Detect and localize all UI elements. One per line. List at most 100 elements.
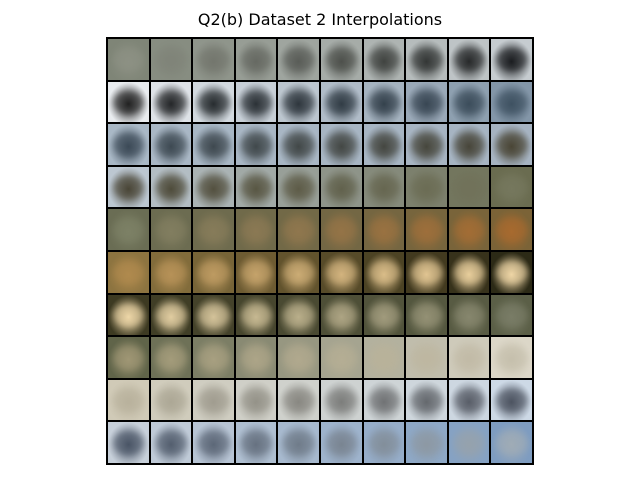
- interpolation-tile: [406, 379, 447, 421]
- tile-subject-blob: [454, 47, 485, 72]
- interpolation-tile: [108, 166, 149, 208]
- tile-subject-blob: [327, 346, 357, 370]
- interpolation-tile: [278, 166, 319, 208]
- tile-subject-blob: [199, 47, 229, 72]
- tile-subject-blob: [241, 260, 272, 285]
- tile-subject-blob: [114, 218, 144, 242]
- interpolation-tile: [150, 422, 192, 463]
- tile-subject-blob: [156, 346, 186, 370]
- tile-subject-blob: [497, 175, 527, 200]
- interpolation-tile: [150, 166, 192, 208]
- interpolation-tile: [320, 251, 362, 293]
- interpolation-tile: [363, 337, 405, 378]
- interpolation-tile: [108, 81, 149, 123]
- interpolation-tile: [448, 251, 490, 293]
- tile-subject-blob: [454, 133, 485, 157]
- tile-subject-blob: [114, 260, 144, 285]
- tile-subject-blob: [241, 133, 272, 157]
- interpolation-tile: [448, 39, 490, 80]
- interpolation-tile: [320, 337, 362, 378]
- tile-subject-blob: [412, 133, 442, 157]
- interpolation-tile: [193, 294, 234, 336]
- interpolation-tile: [363, 422, 405, 463]
- interpolation-tile: [320, 422, 362, 463]
- interpolation-tile: [363, 251, 405, 293]
- tile-subject-blob: [284, 346, 314, 370]
- interpolation-tile: [491, 294, 532, 336]
- interpolation-tile: [448, 166, 490, 208]
- tile-subject-blob: [412, 346, 442, 370]
- interpolation-tile: [150, 39, 192, 80]
- tile-subject-blob: [241, 388, 272, 413]
- interpolation-tile: [363, 39, 405, 80]
- tile-subject-blob: [241, 431, 272, 455]
- interpolation-tile: [235, 39, 277, 80]
- interpolation-tile: [150, 124, 192, 165]
- interpolation-tile: [491, 39, 532, 80]
- tile-subject-blob: [412, 431, 442, 455]
- interpolation-tile: [363, 209, 405, 250]
- interpolation-tile: [448, 209, 490, 250]
- interpolation-tile: [448, 294, 490, 336]
- tile-subject-blob: [369, 431, 399, 455]
- interpolation-tile: [235, 422, 277, 463]
- interpolation-tile: [406, 39, 447, 80]
- tile-subject-blob: [412, 388, 442, 413]
- interpolation-tile: [363, 166, 405, 208]
- tile-subject-blob: [369, 175, 399, 200]
- tile-subject-blob: [199, 175, 229, 200]
- tile-subject-blob: [284, 90, 314, 115]
- tile-subject-blob: [241, 47, 272, 72]
- interpolation-tile: [406, 209, 447, 250]
- tile-subject-blob: [114, 303, 144, 328]
- tile-subject-blob: [199, 133, 229, 157]
- tile-subject-blob: [327, 218, 357, 242]
- tile-subject-blob: [412, 260, 442, 285]
- interpolation-tile: [491, 422, 532, 463]
- tile-subject-blob: [199, 218, 229, 242]
- tile-subject-blob: [369, 303, 399, 328]
- tile-subject-blob: [497, 260, 527, 285]
- tile-subject-blob: [412, 47, 442, 72]
- interpolation-tile: [108, 209, 149, 250]
- tile-subject-blob: [114, 47, 144, 72]
- interpolation-tile: [193, 422, 234, 463]
- interpolation-tile: [491, 379, 532, 421]
- interpolation-tile: [448, 337, 490, 378]
- interpolation-tile: [193, 39, 234, 80]
- interpolation-tile: [150, 81, 192, 123]
- tile-subject-blob: [156, 218, 186, 242]
- tile-subject-blob: [156, 431, 186, 455]
- interpolation-tile: [491, 209, 532, 250]
- interpolation-tile: [363, 81, 405, 123]
- interpolation-tile: [278, 379, 319, 421]
- interpolation-tile: [320, 379, 362, 421]
- interpolation-tile: [278, 422, 319, 463]
- tile-subject-blob: [284, 47, 314, 72]
- figure-title: Q2(b) Dataset 2 Interpolations: [197, 10, 443, 29]
- tile-subject-blob: [156, 133, 186, 157]
- interpolation-tile: [235, 209, 277, 250]
- tile-subject-blob: [412, 218, 442, 242]
- interpolation-tile: [235, 379, 277, 421]
- interpolation-tile: [150, 209, 192, 250]
- interpolation-tile: [108, 39, 149, 80]
- interpolation-tile: [320, 81, 362, 123]
- tile-subject-blob: [284, 260, 314, 285]
- interpolation-tile: [406, 251, 447, 293]
- interpolation-tile: [406, 124, 447, 165]
- tile-subject-blob: [284, 431, 314, 455]
- tile-subject-blob: [327, 47, 357, 72]
- tile-subject-blob: [369, 388, 399, 413]
- tile-subject-blob: [369, 346, 399, 370]
- tile-subject-blob: [369, 133, 399, 157]
- tile-subject-blob: [412, 90, 442, 115]
- interpolation-tile: [406, 166, 447, 208]
- interpolation-tile: [491, 124, 532, 165]
- interpolation-tile: [363, 379, 405, 421]
- tile-subject-blob: [199, 260, 229, 285]
- interpolation-image-grid: [106, 37, 534, 465]
- interpolation-tile: [406, 81, 447, 123]
- interpolation-tile: [193, 379, 234, 421]
- interpolation-tile: [235, 124, 277, 165]
